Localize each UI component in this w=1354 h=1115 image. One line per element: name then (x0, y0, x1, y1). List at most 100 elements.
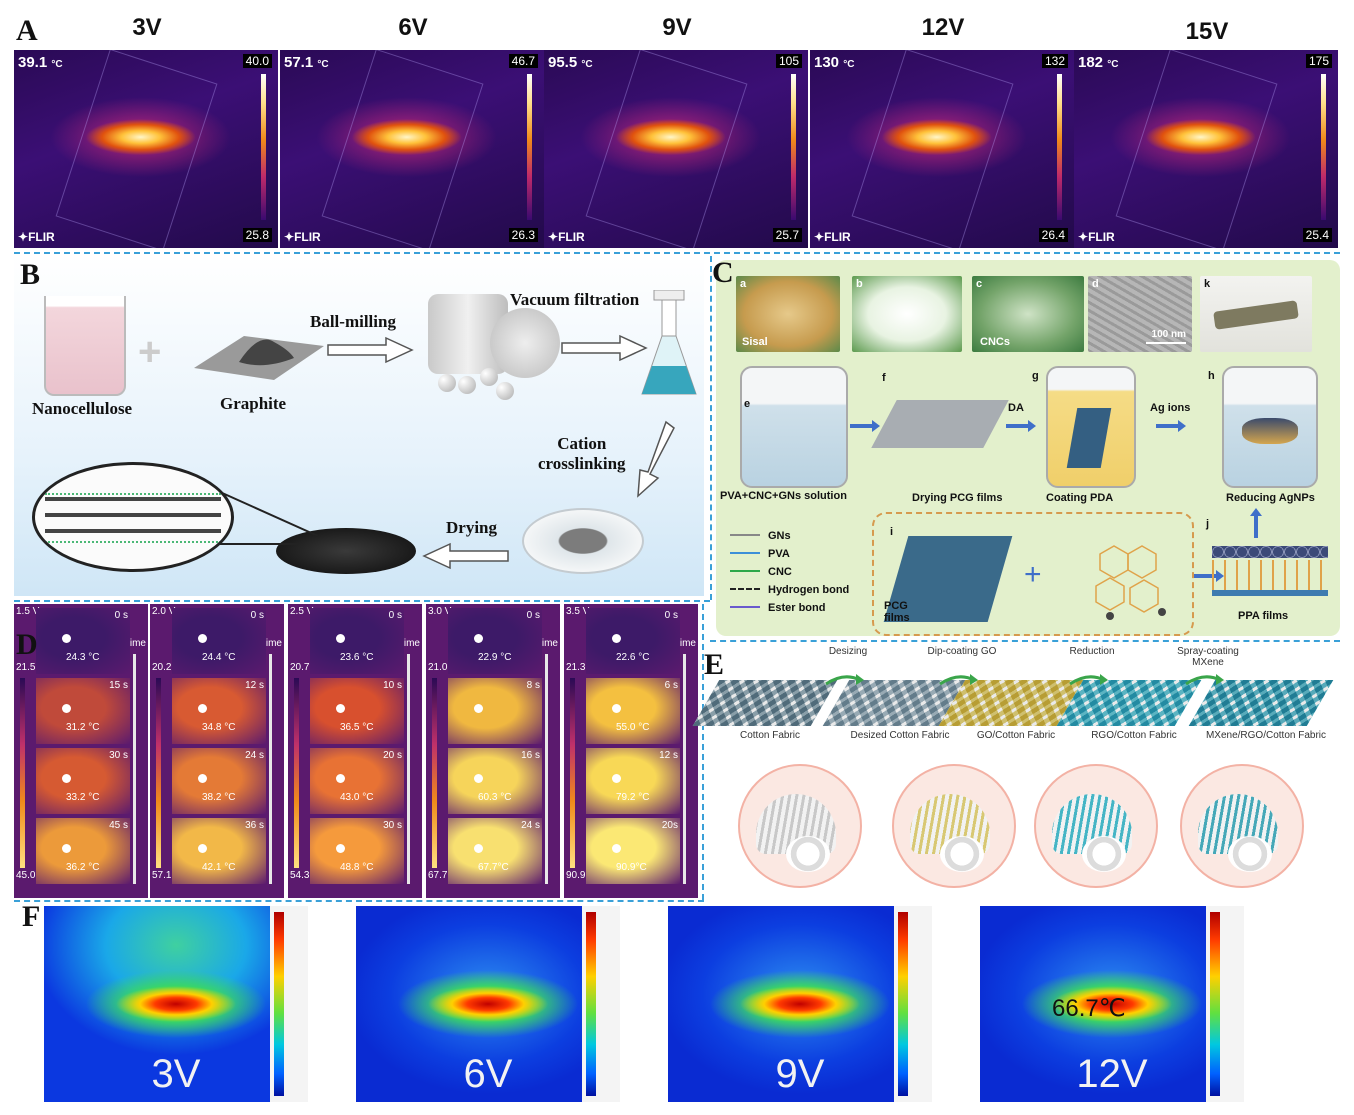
ppa-film (1212, 542, 1328, 602)
temperature-readout: 39.1 °C (18, 54, 63, 71)
legend-swatch (730, 569, 760, 572)
plus-icon: + (1024, 558, 1042, 591)
arrow-right-icon (1156, 420, 1186, 432)
circuit-board (585, 50, 748, 248)
measurement-spot (612, 704, 621, 713)
color-scale-bar (586, 912, 596, 1096)
reducing-label: Reducing AgNPs (1226, 492, 1315, 504)
measurement-spot (62, 774, 71, 783)
fiber-closeup (1034, 764, 1158, 888)
scale-min: 25.8 (242, 228, 272, 242)
voltage-label: 15V (1185, 18, 1229, 45)
voltage-label: 3.5 V (566, 606, 590, 617)
fiber-closeup (738, 764, 862, 888)
thermal-frame: 30 s 48.8 °C (310, 818, 404, 884)
panel-d-letter: D (16, 628, 38, 661)
legend-item: Hydrogen bond (730, 580, 849, 598)
milling-balls (438, 368, 518, 400)
time-arrow (269, 654, 272, 884)
circuit-board (1115, 50, 1278, 248)
scale-min: 45.0 °C (16, 870, 50, 881)
time-label: Time (124, 638, 146, 649)
measurement-spot (62, 704, 71, 713)
voltage-label: 3V (132, 14, 162, 41)
thermal-frame: 10 s 36.5 °C (310, 678, 404, 744)
legend-swatch (730, 533, 760, 536)
time-label: Time (536, 638, 558, 649)
thermal-image: 130 °C 132 26.4 ✦FLIR (810, 50, 1074, 248)
nanocellulose-label: Nanocellulose (32, 399, 133, 418)
scale-min: 26.3 (508, 228, 538, 242)
color-scale-bar (1210, 912, 1220, 1096)
panel-c: C a Sisal b c CNCs d 100 nm k e PVA+CNC+… (712, 256, 1340, 636)
measurement-spot (62, 634, 71, 643)
measurement-spot (474, 704, 483, 713)
temperature-readout: 57.1 °C (284, 54, 329, 71)
scale-max: 20.2 °C (152, 662, 186, 673)
jar-lid (490, 308, 560, 378)
thermal-frame: 45 s 36.2 °C (36, 818, 130, 884)
measurement-spot (336, 844, 345, 853)
thermal-frame: 16 s 60.3 °C (448, 748, 542, 814)
scale-max: 40.0 (242, 54, 272, 68)
color-scale-bar (261, 74, 266, 220)
thermal-frame: 12 s 79.2 °C (586, 748, 680, 814)
da-label: DA (1008, 402, 1024, 414)
thermal-image: 57.1 °C 46.7 26.3 ✦FLIR (280, 50, 544, 248)
curved-arrow-icon (1068, 672, 1108, 686)
scale-max: 175 (1305, 54, 1332, 68)
arrow-right-icon (327, 336, 414, 364)
solution-beaker: e (740, 366, 848, 488)
scale-max: 20.7 °C (290, 662, 324, 673)
thermal-frame: 0 s 24.3 °C (36, 608, 130, 674)
scale-min: 90.9°C (566, 870, 597, 881)
voltage-label: 2.0 V (152, 606, 176, 617)
drying-films-label: Drying PCG films (912, 492, 1003, 504)
voltage-label: 3V (151, 1052, 201, 1096)
thermal-frame: 15 s 31.2 °C (36, 678, 130, 744)
scale-min: 57.1 °C (152, 870, 186, 881)
legend-item: CNC (730, 562, 792, 580)
measurement-spot (198, 634, 207, 643)
measurement-spot (612, 634, 621, 643)
measurement-spot (336, 774, 345, 783)
time-arrow (683, 654, 686, 884)
voltage-label: 6V (463, 1052, 513, 1096)
zoom-ellipse (32, 462, 234, 572)
dried-film (276, 528, 416, 574)
step-i: i (890, 526, 894, 538)
scale-max: 21.3 °C (566, 662, 600, 673)
zoom-lines (219, 491, 319, 545)
infrared-image: 12V 66.7℃ (980, 906, 1244, 1102)
coating-label: Coating PDA (1046, 492, 1114, 504)
solution-label: PVA+CNC+GNs solution (720, 490, 847, 502)
scale-min: 26.4 (1038, 228, 1068, 242)
thermal-frame: 30 s 33.2 °C (36, 748, 130, 814)
fiber-closeup (1180, 764, 1304, 888)
color-scale-bar (432, 678, 437, 868)
color-scale-bar (898, 912, 908, 1096)
process-step-label: Dip-coating GO (927, 646, 997, 657)
scale-max: 21.5 °C (16, 662, 50, 673)
scale-min: 25.4 (1302, 228, 1332, 242)
voltage-label: 9V (662, 14, 692, 41)
pda-molecule (1095, 545, 1166, 620)
cncs-photo: c CNCs (972, 276, 1084, 352)
divider-df (14, 900, 704, 902)
film-photo: k (1200, 276, 1312, 352)
fabric-label: GO/Cotton Fabric (976, 730, 1056, 741)
circuit-board (851, 50, 1014, 248)
circuit-board (55, 50, 218, 248)
voltage-label: 12V (921, 14, 965, 41)
thermal-image: 95.5 °C 105 25.7 ✦FLIR (544, 50, 808, 248)
curved-arrow-icon (1184, 672, 1224, 686)
color-scale-bar (1321, 74, 1326, 220)
scale-max: 105 (775, 54, 802, 68)
time-arrow (407, 654, 410, 884)
panel-c-letter: C (712, 256, 734, 289)
flir-logo: ✦FLIR (18, 230, 55, 244)
arrow-down-icon (637, 420, 675, 498)
thermal-image: 182 °C 175 25.4 ✦FLIR (1074, 50, 1338, 248)
ball-milling-label: Ball-milling (310, 312, 396, 331)
voltage-label: 12V (1076, 1052, 1148, 1096)
